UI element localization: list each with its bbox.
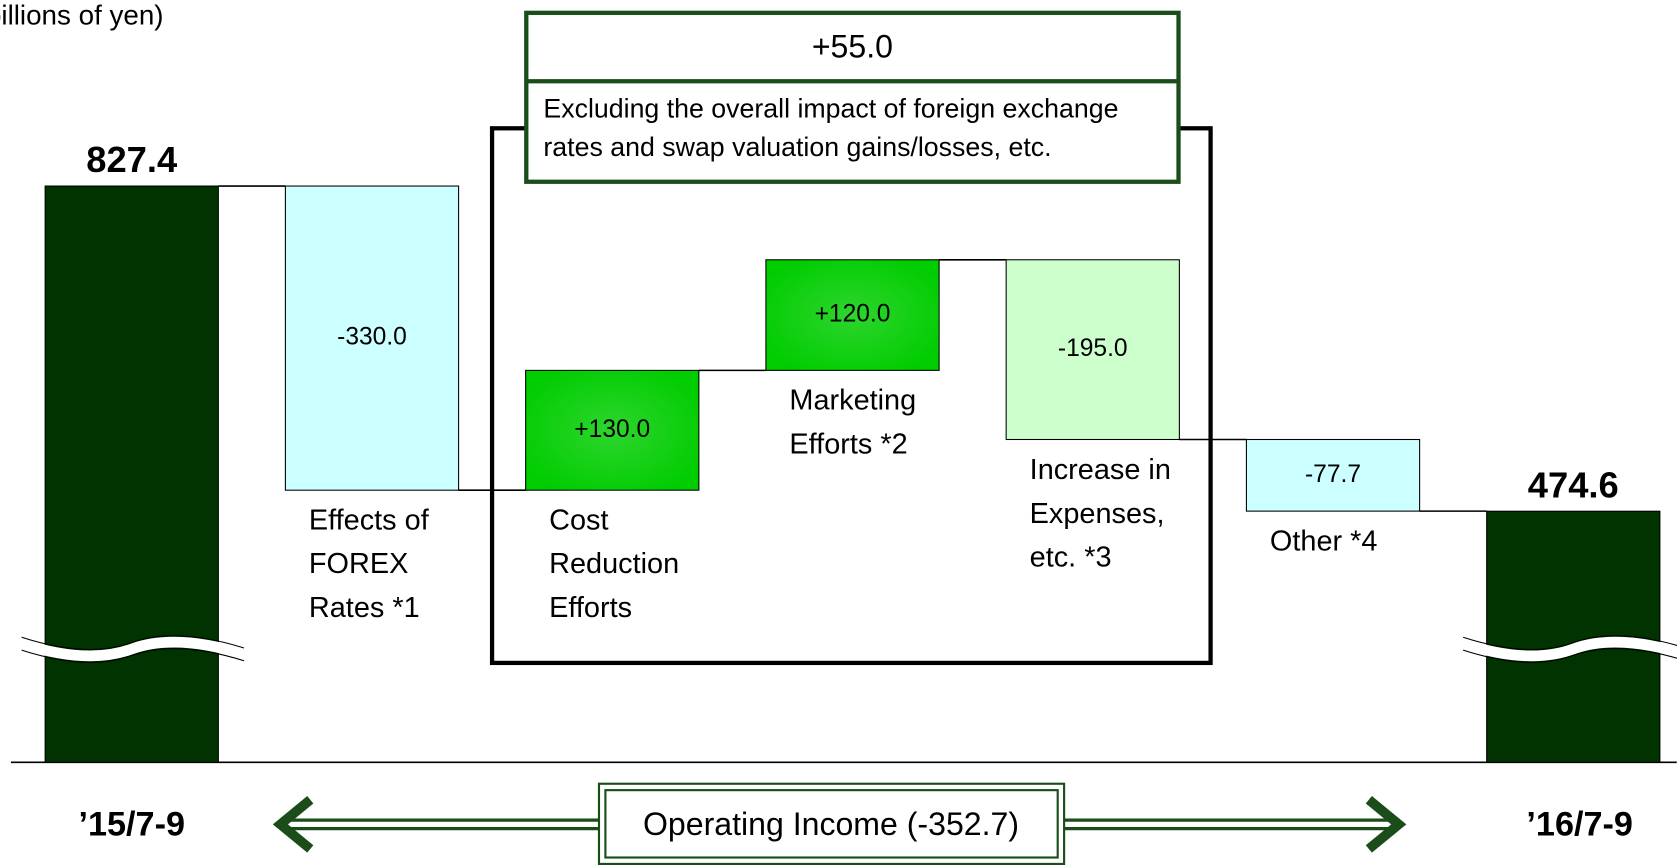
bar bbox=[1245, 438, 1421, 512]
right-arrow bbox=[1064, 796, 1407, 853]
category-label: Increase in Expenses, etc. *3 bbox=[1029, 453, 1171, 574]
value-label: 827.4 bbox=[86, 139, 178, 180]
subtotal-label: +55.0 bbox=[812, 29, 893, 65]
bar-glow bbox=[525, 370, 699, 491]
value-label: -330.0 bbox=[337, 324, 407, 351]
axis-break bbox=[19, 636, 246, 662]
category-label: Effects of FOREX Rates *1 bbox=[308, 504, 429, 624]
category-label: ’15/7-9 bbox=[79, 806, 185, 844]
category-label-box: Other *4 bbox=[1269, 525, 1378, 558]
subtotal-note: Excluding the overall impact of foreign … bbox=[543, 94, 1119, 163]
axis-break-edge bbox=[1462, 648, 1677, 663]
bar-glow bbox=[765, 259, 940, 371]
value-label: +120.0 bbox=[815, 301, 891, 328]
value-label: -77.7 bbox=[1305, 461, 1361, 488]
left-arrow bbox=[272, 796, 599, 853]
bar bbox=[44, 185, 219, 763]
subtotal-box bbox=[524, 10, 1181, 184]
value-label: 474.6 bbox=[1528, 464, 1619, 505]
axis-break-edge bbox=[21, 648, 245, 663]
axis-break-edge bbox=[21, 635, 245, 650]
bars bbox=[44, 185, 1661, 763]
category-label-box: Cost Reduction Efforts bbox=[549, 504, 680, 624]
subtotal-note-box: Excluding the overall impact of foreign … bbox=[543, 94, 1119, 163]
category-label: Other *4 bbox=[1269, 525, 1378, 558]
category-label-box: Effects of FOREX Rates *1 bbox=[308, 504, 429, 624]
category-label: Cost Reduction Efforts bbox=[549, 504, 680, 624]
footer-box-inner bbox=[604, 789, 1059, 859]
value-label: -195.0 bbox=[1058, 335, 1128, 362]
category-label: Marketing Efforts *2 bbox=[789, 384, 917, 461]
category-label-box: Increase in Expenses, etc. *3 bbox=[1029, 453, 1171, 574]
category-label-box: Marketing Efforts *2 bbox=[789, 384, 917, 461]
axis-break-edge bbox=[1462, 635, 1677, 650]
footer-box bbox=[597, 782, 1066, 865]
axis-break bbox=[1461, 636, 1677, 662]
category-label: ’16/7-9 bbox=[1526, 806, 1632, 844]
bar bbox=[284, 185, 460, 491]
value-label: +130.0 bbox=[574, 416, 650, 443]
footer: Operating Income (-352.7) bbox=[643, 806, 1019, 842]
bar bbox=[1005, 259, 1180, 441]
unit-label: (billions of yen) bbox=[0, 0, 164, 30]
